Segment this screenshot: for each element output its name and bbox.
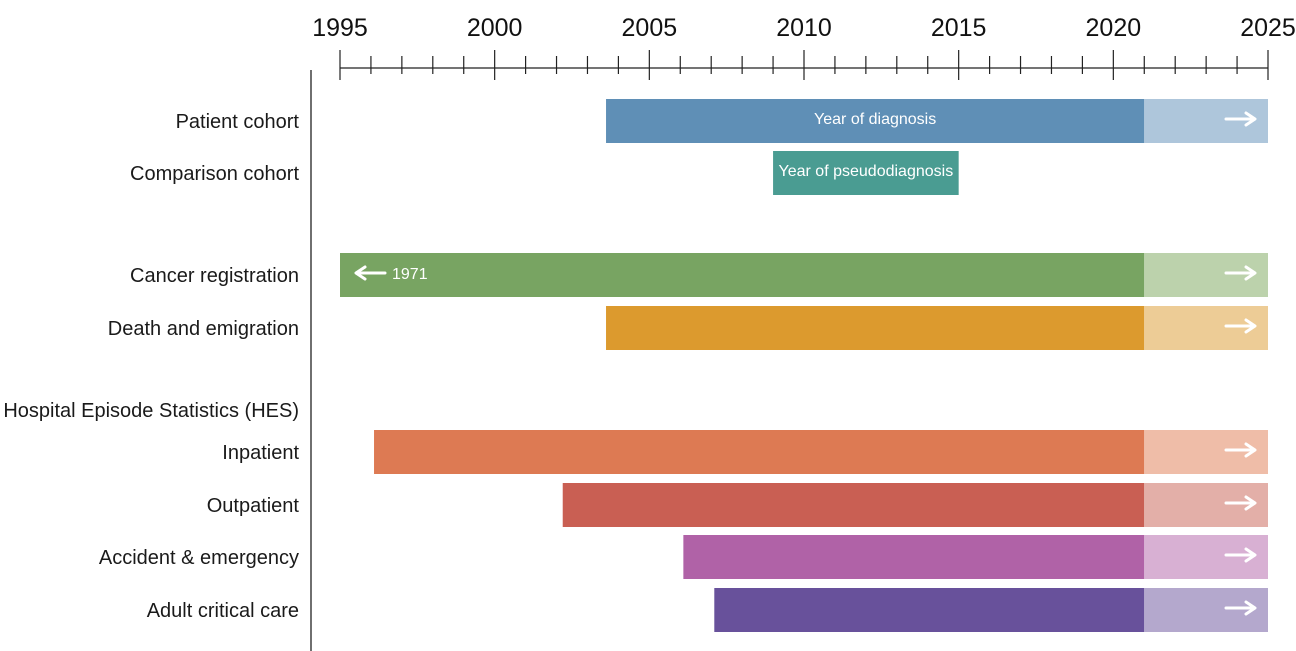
x-tick-label: 2025	[1240, 14, 1296, 42]
x-tick-label: 2000	[467, 14, 523, 42]
row-label: Adult critical care	[147, 600, 299, 622]
bar-start-label: 1971	[392, 266, 428, 283]
bar	[714, 588, 1145, 632]
x-tick-label: 2020	[1086, 14, 1142, 42]
arrow-right-icon	[1224, 547, 1257, 563]
arrow-right-icon	[1224, 111, 1257, 127]
bar-extension	[1144, 535, 1268, 579]
bar-extension	[1144, 306, 1268, 350]
bar	[683, 535, 1145, 579]
row-label: Patient cohort	[176, 111, 300, 133]
arrow-right-icon	[1224, 600, 1257, 616]
row-label: Outpatient	[207, 495, 300, 517]
row-label: Comparison cohort	[130, 163, 299, 185]
bar	[606, 306, 1145, 350]
x-tick-label: 2015	[931, 14, 987, 42]
arrow-left-icon	[354, 265, 387, 281]
x-tick-label: 2010	[776, 14, 832, 42]
row-label: Cancer registration	[130, 265, 299, 287]
x-tick-label: 1995	[312, 14, 368, 42]
arrow-right-icon	[1224, 495, 1257, 511]
bar-extension	[1144, 253, 1268, 297]
row-label: Accident & emergency	[99, 547, 299, 569]
bar-extension	[1144, 588, 1268, 632]
bar-extension	[1144, 483, 1268, 527]
arrow-right-icon	[1224, 442, 1257, 458]
bar-label: Year of pseudodiagnosis	[779, 163, 954, 180]
x-tick-label: 2005	[622, 14, 678, 42]
bar-label: Year of diagnosis	[814, 111, 936, 128]
bar	[340, 253, 1145, 297]
arrow-right-icon	[1224, 318, 1257, 334]
bar	[374, 430, 1145, 474]
bar-extension	[1144, 99, 1268, 143]
bar	[562, 483, 1145, 527]
bar	[606, 99, 1145, 143]
arrow-right-icon	[1224, 265, 1257, 281]
section-heading-label: Hospital Episode Statistics (HES)	[3, 400, 299, 422]
bar	[773, 151, 959, 195]
row-label: Inpatient	[222, 442, 299, 464]
bar-extension	[1144, 430, 1268, 474]
row-label: Death and emigration	[108, 318, 299, 340]
